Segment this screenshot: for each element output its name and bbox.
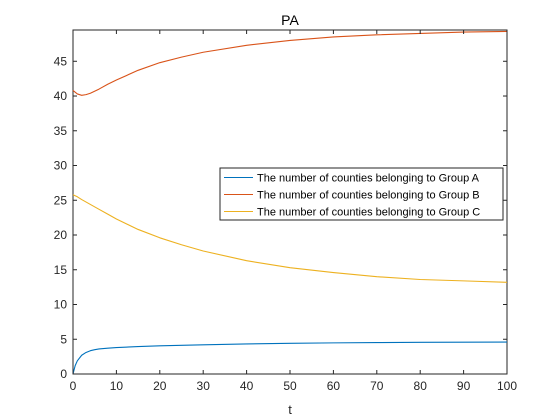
y-tick-label: 25 bbox=[54, 193, 68, 207]
series-line-2 bbox=[72, 194, 508, 283]
series-line-1 bbox=[72, 30, 508, 96]
x-tick-label: 50 bbox=[283, 379, 297, 393]
legend-label-group-b: The number of counties belonging to Grou… bbox=[257, 190, 480, 202]
y-tick-label: 45 bbox=[54, 54, 68, 68]
y-tick-label: 30 bbox=[54, 159, 68, 173]
y-axis: 0 5 10 15 20 25 30 35 40 45 bbox=[54, 54, 507, 381]
y-tick-label: 40 bbox=[54, 89, 68, 103]
x-tick-label: 60 bbox=[327, 379, 341, 393]
x-tick-label: 90 bbox=[457, 379, 471, 393]
chart-title: PA bbox=[281, 12, 299, 28]
y-tick-label: 35 bbox=[54, 124, 68, 138]
x-tick-label: 0 bbox=[70, 379, 77, 393]
x-tick-label: 100 bbox=[497, 379, 517, 393]
x-axis: 0 10 20 30 40 50 60 70 80 90 100 bbox=[70, 30, 517, 393]
x-tick-label: 40 bbox=[240, 379, 254, 393]
y-tick-label: 0 bbox=[60, 367, 67, 381]
y-tick-label: 5 bbox=[60, 332, 67, 346]
series-line-0 bbox=[72, 341, 508, 375]
x-tick-label: 10 bbox=[110, 379, 124, 393]
x-axis-label: t bbox=[288, 402, 292, 417]
y-tick-label: 10 bbox=[54, 298, 68, 312]
legend-box bbox=[219, 167, 504, 221]
x-tick-label: 20 bbox=[153, 379, 167, 393]
x-tick-label: 30 bbox=[197, 379, 211, 393]
legend-label-group-c: The number of counties belonging to Grou… bbox=[257, 207, 480, 219]
legend-label-group-a: The number of counties belonging to Grou… bbox=[257, 173, 480, 185]
y-tick-label: 20 bbox=[54, 228, 68, 242]
legend[interactable]: The number of counties belonging to Grou… bbox=[219, 167, 504, 221]
x-tick-label: 80 bbox=[414, 379, 428, 393]
series-lines bbox=[72, 30, 508, 375]
x-tick-label: 70 bbox=[370, 379, 384, 393]
y-tick-label: 15 bbox=[54, 263, 68, 277]
